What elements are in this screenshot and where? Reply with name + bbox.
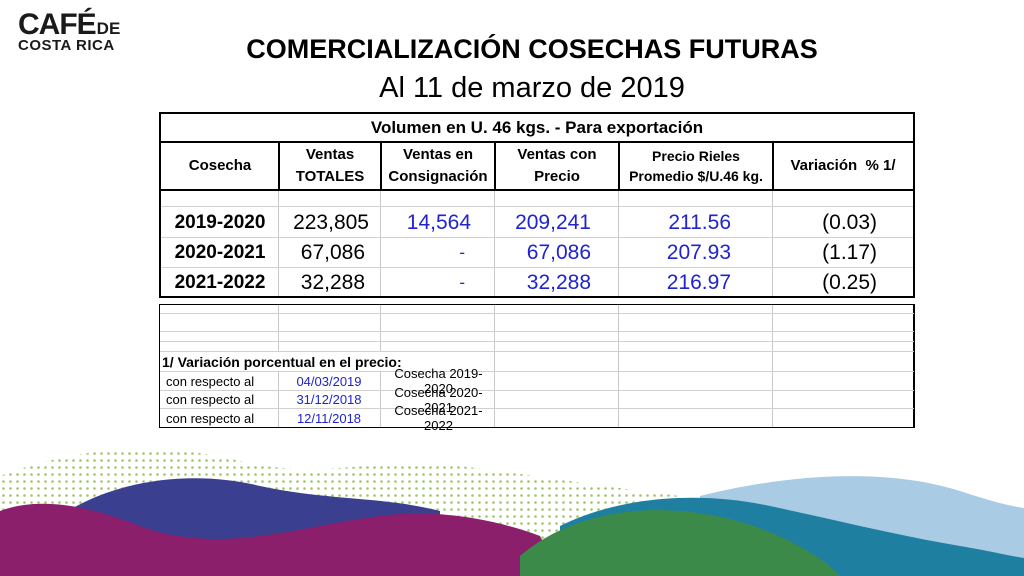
logo-de-text: DE xyxy=(96,19,121,38)
sales-table: Volumen en U. 46 kgs. - Para exportación… xyxy=(159,112,915,298)
header-consignacion: Ventas en Consignación xyxy=(381,143,495,189)
table-banner: Volumen en U. 46 kgs. - Para exportación xyxy=(370,117,704,137)
logo-costa-rica-text: COSTA RICA xyxy=(18,37,115,54)
logo-cafe-text: CAFÉ xyxy=(18,8,97,41)
header-consignacion-line1: Ventas en xyxy=(402,146,474,164)
col-sep-4 xyxy=(618,142,620,190)
notes-grid-v-3 xyxy=(494,305,495,427)
grid-h-2 xyxy=(161,237,913,238)
header-consignacion-line2: Consignación xyxy=(388,168,488,185)
row3-precio: 216.97 xyxy=(666,270,731,294)
decorative-landscape-waves xyxy=(0,449,1024,576)
header-ventas-totales-line1: Ventas xyxy=(305,146,355,164)
grid-h-1 xyxy=(161,206,913,207)
page-title: COMERCIALIZACIÓN COSECHAS FUTURAS xyxy=(246,34,818,64)
header-precio-line1: Precio Rieles xyxy=(652,147,740,164)
row3-totales: 32,288 xyxy=(300,270,365,294)
header-variacion: Variación % 1/ xyxy=(790,157,896,175)
row1-consignacion: 14,564 xyxy=(406,210,471,234)
col-sep-5 xyxy=(772,142,774,190)
col-sep-3 xyxy=(494,142,496,190)
notes-grid-v-6 xyxy=(278,371,279,427)
header-ventas-totales: Ventas TOTALES xyxy=(279,143,381,189)
notes-row1-date: 04/03/2019 xyxy=(296,373,362,389)
notes-grid-v-5 xyxy=(772,305,773,427)
notes-row2-label: con respecto al xyxy=(166,392,255,407)
row3-variacion: (0.25) xyxy=(822,270,877,294)
notes-heading: 1/ Variación porcentual en el precio: xyxy=(162,352,492,371)
header-precio-line2: Promedio $/U.46 kg. xyxy=(629,168,763,184)
row2-con-precio: 67,086 xyxy=(526,240,591,264)
header-cosecha: Cosecha xyxy=(188,157,252,175)
row2-precio: 207.93 xyxy=(666,240,731,264)
notes-row2-date: 31/12/2018 xyxy=(296,392,362,407)
notes-grid-h-3 xyxy=(160,341,914,342)
grid-v-4 xyxy=(618,191,619,296)
notes-grid-v-1 xyxy=(278,305,279,371)
notes-grid-h-7 xyxy=(160,408,914,409)
row1-cosecha: 2019-2020 xyxy=(174,211,266,233)
row2-totales: 67,086 xyxy=(300,240,365,264)
notes-row3-cosecha: Cosecha 2021-2022 xyxy=(394,403,483,433)
row1-totales: 223,805 xyxy=(293,210,369,234)
header-precio-rieles: Precio Rieles Promedio $/U.46 kg. xyxy=(619,143,773,189)
row1-con-precio: 209,241 xyxy=(515,210,591,234)
grid-v-1 xyxy=(278,191,279,296)
header-divider xyxy=(161,189,913,191)
notes-grid-h-5 xyxy=(160,371,914,372)
grid-h-3 xyxy=(161,267,913,268)
header-ventas-con-line1: Ventas con xyxy=(517,146,597,164)
notes-grid-h-4 xyxy=(160,351,914,352)
col-sep-1 xyxy=(278,142,280,190)
cafe-de-costa-rica-logo: CAFÉDE COSTA RICA xyxy=(18,8,121,54)
green-wave xyxy=(520,510,840,576)
notes-table: 1/ Variación porcentual en el precio: co… xyxy=(159,304,915,433)
banner-divider xyxy=(161,141,913,143)
header-ventas-totales-line2: TOTALES xyxy=(295,168,365,185)
notes-grid-h-2 xyxy=(160,331,914,332)
grid-v-5 xyxy=(772,191,773,296)
row1-precio: 211.56 xyxy=(668,210,731,234)
grid-v-3 xyxy=(494,191,495,296)
purple-wave xyxy=(0,503,560,576)
notes-grid-h-1 xyxy=(160,313,914,314)
row2-consignacion: - xyxy=(459,242,465,262)
col-sep-2 xyxy=(380,142,382,190)
row2-cosecha: 2020-2021 xyxy=(174,241,266,263)
row3-consignacion: - xyxy=(459,272,465,292)
notes-row3-label: con respecto al xyxy=(166,410,255,426)
notes-row1-label: con respecto al xyxy=(166,373,255,389)
notes-row3-date: 12/11/2018 xyxy=(296,410,362,426)
row2-variacion: (1.17) xyxy=(822,240,877,264)
page-subtitle: Al 11 de marzo de 2019 xyxy=(379,72,685,104)
row1-variacion: (0.03) xyxy=(822,210,877,234)
header-ventas-con-precio: Ventas con Precio xyxy=(495,143,619,189)
notes-grid-h-6 xyxy=(160,390,914,391)
notes-grid-v-4 xyxy=(618,305,619,427)
header-ventas-con-line2: Precio xyxy=(534,168,580,185)
grid-v-2 xyxy=(380,191,381,296)
row3-con-precio: 32,288 xyxy=(526,270,591,294)
row3-cosecha: 2021-2022 xyxy=(174,271,266,293)
